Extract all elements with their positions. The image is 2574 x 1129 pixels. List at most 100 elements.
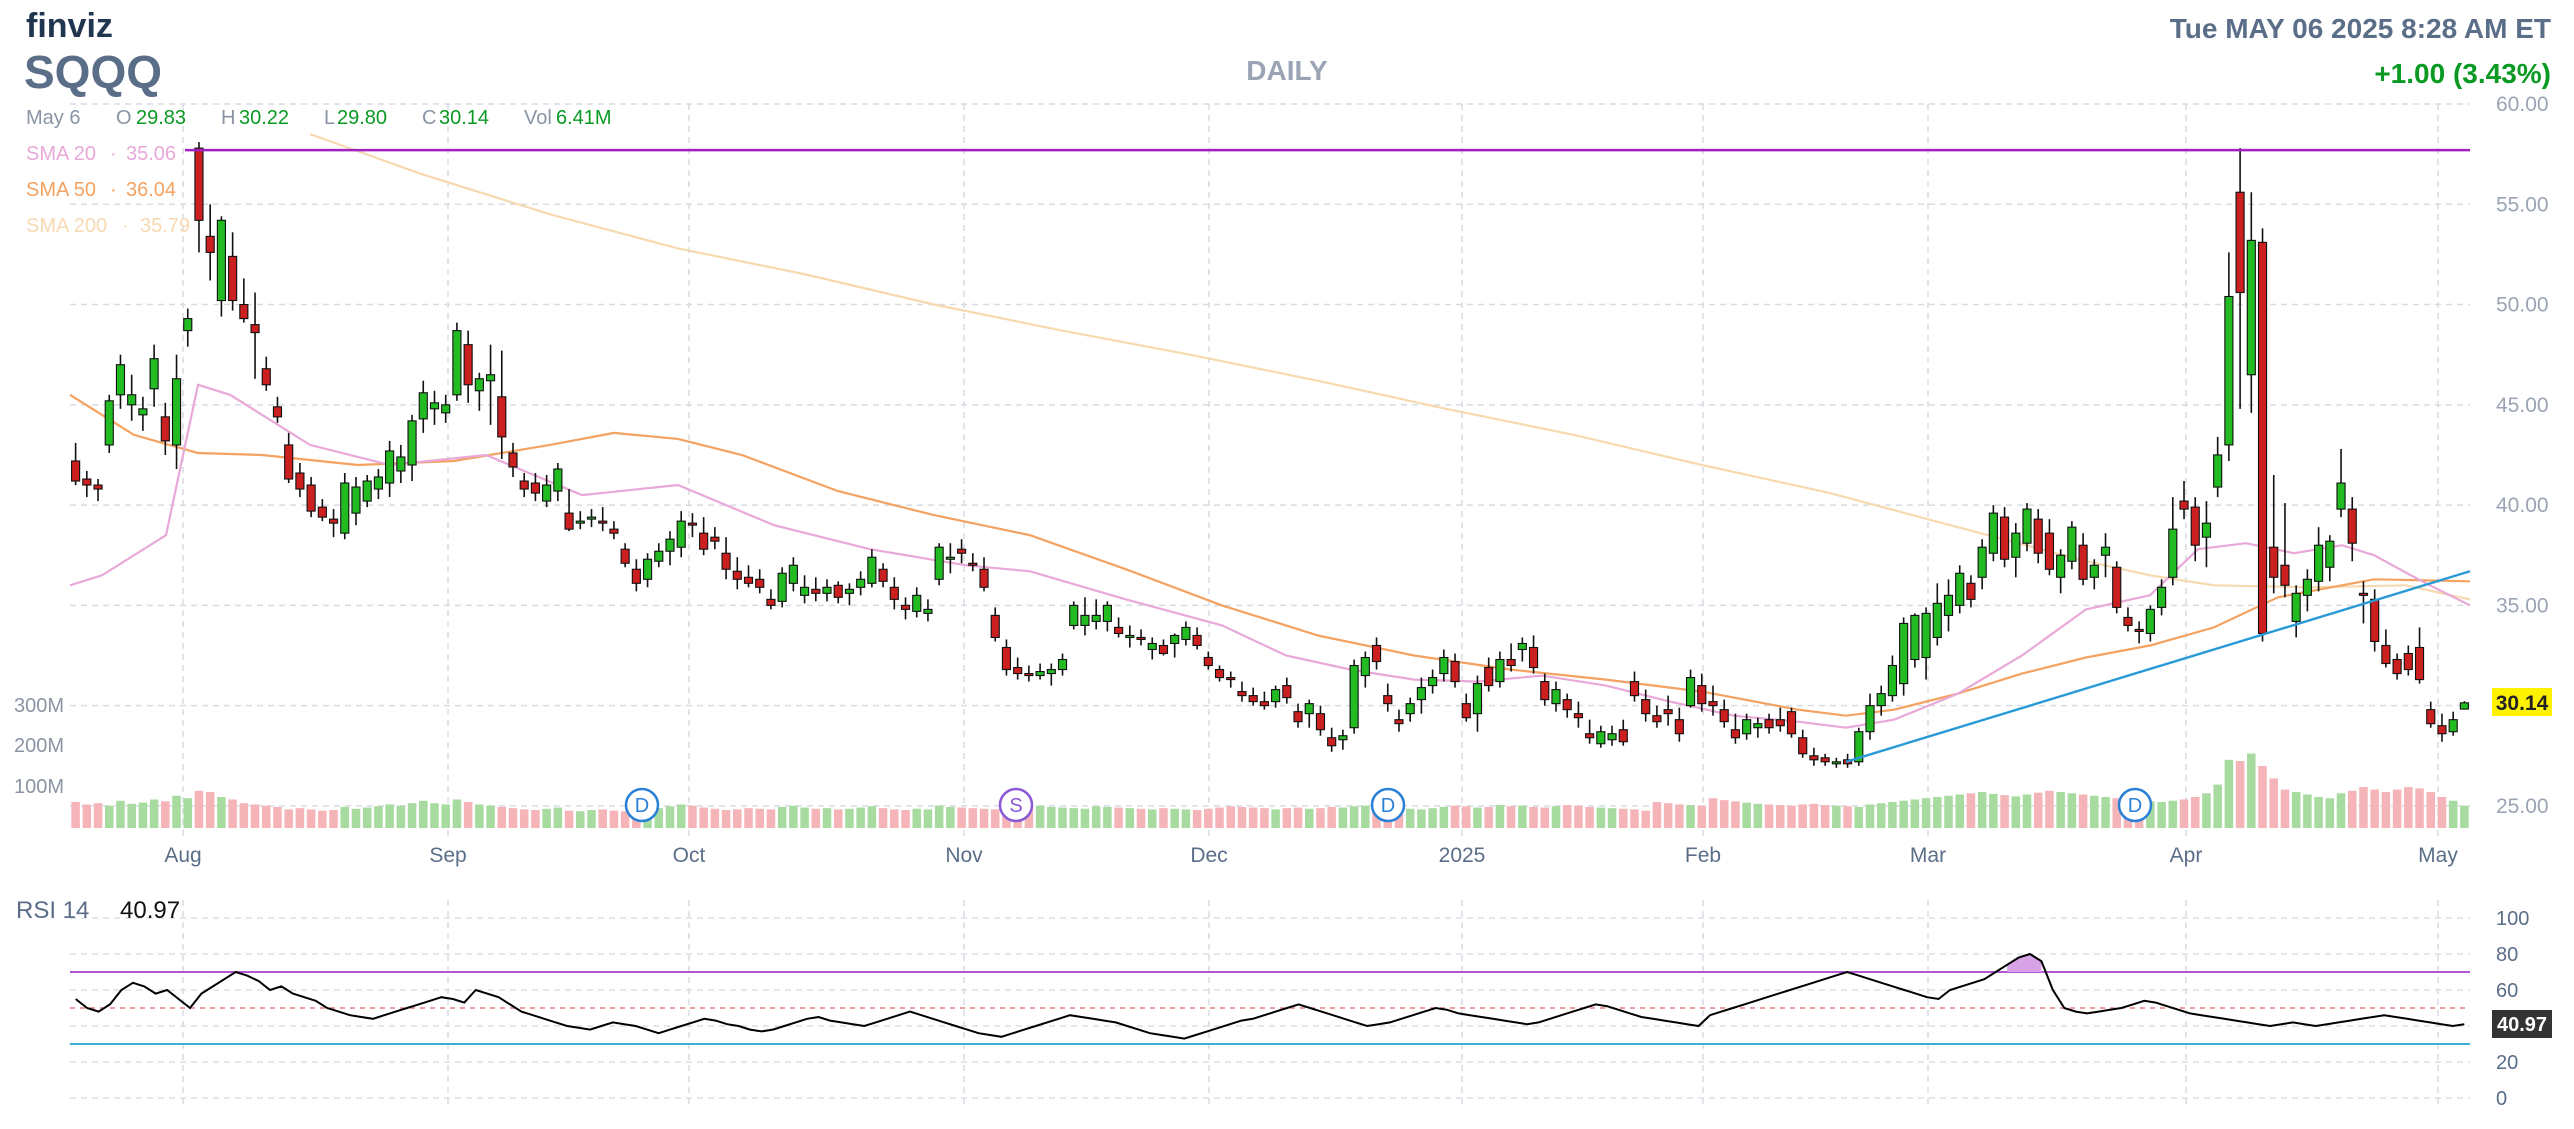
candle-body	[1742, 719, 1752, 735]
volume-bar	[1955, 794, 1964, 828]
candle-body	[2280, 564, 2290, 586]
candle-body	[867, 556, 877, 584]
candles	[71, 142, 2469, 768]
candle-body	[1450, 660, 1460, 683]
event-marker-dividend[interactable]: D	[624, 787, 660, 823]
candle-body	[732, 570, 742, 580]
candle-body	[171, 378, 182, 446]
volume-bar	[430, 803, 439, 828]
candle-body	[2056, 554, 2066, 578]
volume-bar	[1293, 807, 1303, 828]
candle-body	[1125, 634, 1135, 639]
volume-bar	[878, 808, 888, 828]
candle-body	[1887, 664, 1898, 697]
volume-bar	[1787, 805, 1796, 828]
candle-body	[160, 416, 170, 442]
volume-bar	[676, 804, 686, 828]
volume-tick: 300M	[14, 695, 64, 717]
candle-body	[2459, 702, 2469, 710]
candle-body	[441, 404, 451, 414]
volume-bar	[2247, 753, 2256, 828]
candle-body	[1349, 664, 1359, 729]
volume-bar	[1260, 808, 1269, 828]
volume-bar	[979, 808, 989, 828]
volume-bar	[912, 808, 921, 828]
candle-body	[1271, 689, 1281, 703]
candle-body	[1293, 711, 1303, 723]
volume-bar	[1159, 808, 1168, 828]
candle-body	[900, 604, 911, 610]
volume-bar	[890, 809, 899, 828]
volume-bar	[1686, 805, 1695, 828]
candle-body	[889, 586, 899, 600]
event-marker-dividend[interactable]: D	[2117, 787, 2153, 823]
candle-body	[2157, 586, 2167, 608]
candle-body	[721, 552, 731, 570]
candle-body	[2201, 522, 2212, 538]
volume-bar	[295, 808, 305, 828]
volume-bar	[2370, 789, 2379, 828]
rsi-line	[75, 952, 2465, 1040]
rsi-tick: 0	[2496, 1088, 2507, 1110]
candle-body	[1618, 729, 1628, 743]
volume-bar	[1080, 808, 1090, 828]
candle-body	[115, 364, 126, 396]
candle-body	[598, 520, 608, 524]
volume-bar	[1921, 798, 1931, 828]
volume-bar	[1181, 809, 1191, 828]
volume-bar	[1192, 810, 1202, 828]
volume-bar	[1742, 802, 1751, 828]
candle-body	[1607, 733, 1617, 741]
x-tick-label: Dec	[1190, 844, 1227, 867]
event-marker-split[interactable]: S	[998, 787, 1034, 823]
x-tick-label: Aug	[164, 844, 201, 867]
candle-body	[2112, 566, 2122, 608]
candle-body	[2100, 546, 2111, 556]
volume-bar	[1495, 805, 1505, 828]
candle-body	[968, 562, 978, 566]
candle-body	[1865, 705, 1875, 733]
volume-bar	[1518, 805, 1527, 828]
candle-body	[205, 235, 215, 253]
volume-bar	[1282, 808, 1292, 828]
candle-body	[93, 484, 103, 490]
candle-body	[2291, 592, 2301, 622]
candle-body	[1809, 755, 1819, 761]
volume-bar	[2303, 794, 2312, 828]
volume-bar	[340, 806, 350, 828]
volume-bar	[2269, 778, 2278, 828]
candle-body	[2134, 628, 2144, 632]
candle-body	[1416, 687, 1426, 701]
volume-bar	[1977, 792, 1987, 828]
volume-bar	[1551, 806, 1561, 828]
candle-body	[71, 460, 81, 482]
volume-bar	[497, 806, 507, 828]
volume-axis: 300M 200M 100M	[14, 695, 64, 798]
rsi-label[interactable]: RSI 14	[16, 897, 89, 924]
candle-body	[1371, 644, 1382, 663]
brand-logo[interactable]: finviz	[26, 7, 113, 45]
sma20-line	[69, 383, 2471, 729]
candle-body	[1573, 713, 1583, 719]
candle-body	[743, 576, 754, 584]
volume-bar	[822, 808, 832, 828]
volume-bar	[2168, 800, 2178, 828]
volume-bar	[833, 809, 843, 828]
volume-bar	[587, 810, 596, 828]
candle-body	[1461, 703, 1471, 719]
candle-body	[2011, 532, 2021, 558]
volume-bar	[1024, 806, 1034, 828]
volume-bar	[385, 804, 394, 828]
timeframe-label[interactable]: DAILY	[1246, 55, 1328, 86]
event-marker-dividend[interactable]: D	[1370, 787, 1406, 823]
sma20-label[interactable]: SMA 20	[26, 143, 96, 165]
candle-body	[250, 324, 260, 334]
ticker-symbol[interactable]: SQQQ	[24, 46, 162, 98]
volume-bar	[2056, 792, 2065, 828]
sma50-label[interactable]: SMA 50	[26, 179, 96, 201]
volume-label: Vol	[524, 107, 552, 129]
sma200-label[interactable]: SMA 200	[26, 215, 107, 237]
volume-bar	[273, 806, 282, 828]
volume-bar	[1663, 803, 1673, 828]
